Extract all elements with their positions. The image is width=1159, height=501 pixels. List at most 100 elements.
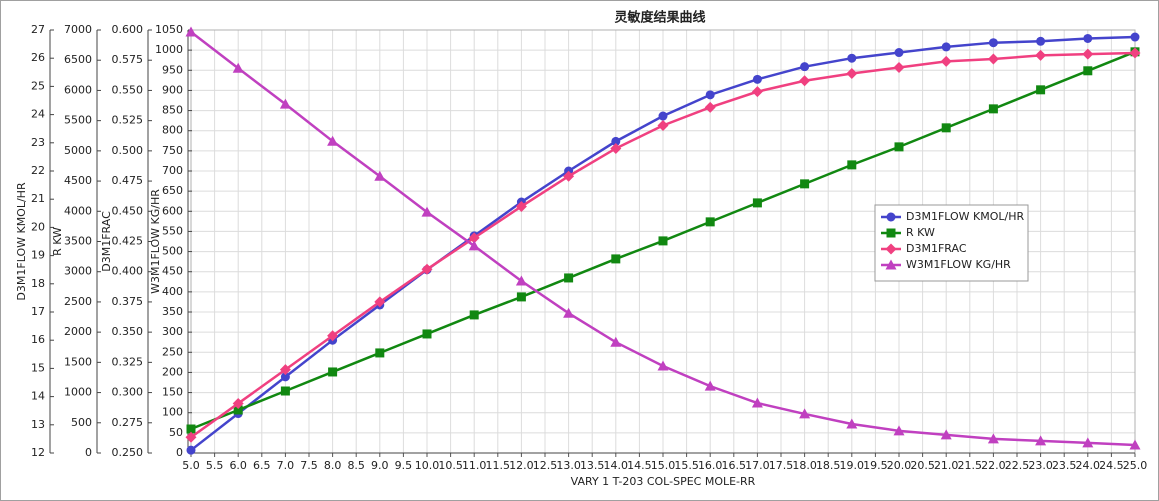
marker bbox=[232, 62, 244, 73]
marker bbox=[940, 55, 952, 67]
x-tick-label: 8.5 bbox=[347, 459, 365, 472]
y-tick-label: 300 bbox=[162, 325, 183, 338]
y-tick-label: 0.400 bbox=[112, 265, 144, 278]
x-tick-label: 9.0 bbox=[371, 459, 389, 472]
marker bbox=[846, 68, 858, 80]
x-tick-label: 7.5 bbox=[300, 459, 318, 472]
y-tick-label: 350 bbox=[162, 305, 183, 318]
y-tick-label: 50 bbox=[169, 426, 183, 439]
y-tick-label: 0.275 bbox=[112, 416, 144, 429]
x-tick-label: 11.5 bbox=[486, 459, 511, 472]
marker bbox=[468, 232, 480, 244]
marker bbox=[800, 62, 810, 72]
y-tick-label: 2500 bbox=[64, 295, 92, 308]
marker bbox=[988, 104, 998, 114]
y-tick-label: 0.500 bbox=[112, 144, 144, 157]
x-tick-label: 11.0 bbox=[462, 459, 487, 472]
marker bbox=[894, 48, 904, 58]
legend-label: W3M1FLOW KG/HR bbox=[906, 258, 1011, 271]
y-tick-label: 950 bbox=[162, 63, 183, 76]
marker bbox=[1082, 48, 1094, 60]
y-tick-label: 0.350 bbox=[112, 325, 144, 338]
y-tick-label: 26 bbox=[31, 51, 45, 64]
marker bbox=[1082, 437, 1094, 448]
y-tick-label: 900 bbox=[162, 83, 183, 96]
marker bbox=[799, 75, 811, 87]
y-tick-label: 12 bbox=[31, 446, 45, 459]
marker bbox=[328, 367, 338, 377]
marker bbox=[375, 348, 385, 358]
marker bbox=[468, 240, 480, 251]
y-tick-label: 22 bbox=[31, 164, 45, 177]
x-tick-label: 23.0 bbox=[1028, 459, 1053, 472]
x-tick-label: 21.5 bbox=[958, 459, 983, 472]
marker bbox=[894, 142, 904, 152]
y-tick-label: 1500 bbox=[64, 355, 92, 368]
marker bbox=[564, 273, 574, 283]
y-tick-label: 3500 bbox=[64, 235, 92, 248]
x-tick-label: 6.5 bbox=[253, 459, 271, 472]
y-axis-title: D3M1FLOW KMOL/HR bbox=[15, 182, 28, 301]
marker bbox=[658, 236, 668, 246]
y-tick-label: 5000 bbox=[64, 144, 92, 157]
marker bbox=[186, 424, 196, 434]
marker bbox=[610, 142, 622, 154]
marker bbox=[374, 170, 386, 181]
marker bbox=[941, 42, 951, 52]
marker bbox=[846, 418, 858, 429]
chart-title: 灵敏度结果曲线 bbox=[614, 10, 705, 26]
marker bbox=[186, 445, 196, 455]
marker bbox=[516, 292, 526, 302]
marker bbox=[1129, 439, 1141, 450]
y-tick-label: 27 bbox=[31, 23, 45, 36]
x-tick-label: 22.5 bbox=[1005, 459, 1030, 472]
y-axis-title: W3M1FLOW KG/HR bbox=[149, 189, 162, 294]
marker bbox=[1129, 47, 1141, 59]
x-tick-label: 18.5 bbox=[816, 459, 841, 472]
marker bbox=[657, 119, 669, 131]
marker bbox=[886, 228, 896, 238]
marker bbox=[987, 433, 999, 444]
y-tick-label: 400 bbox=[162, 285, 183, 298]
marker bbox=[885, 243, 897, 255]
y-tick-label: 150 bbox=[162, 386, 183, 399]
marker bbox=[893, 425, 905, 436]
legend-label: D3M1FLOW KMOL/HR bbox=[906, 210, 1025, 223]
marker bbox=[1036, 36, 1046, 46]
marker bbox=[705, 217, 715, 227]
y-tick-label: 800 bbox=[162, 124, 183, 137]
x-tick-label: 20.5 bbox=[910, 459, 935, 472]
y-tick-label: 14 bbox=[31, 390, 45, 403]
x-tick-label: 13.5 bbox=[580, 459, 605, 472]
marker bbox=[987, 53, 999, 65]
marker bbox=[611, 254, 621, 264]
x-tick-label: 6.0 bbox=[229, 459, 247, 472]
marker bbox=[893, 61, 905, 73]
marker bbox=[422, 329, 432, 339]
x-axis-title: VARY 1 T-203 COL-SPEC MOLE-RR bbox=[571, 475, 756, 488]
x-tick-label: 12.5 bbox=[533, 459, 558, 472]
y-tick-label: 4500 bbox=[64, 174, 92, 187]
y-tick-label: 0.475 bbox=[112, 174, 144, 187]
x-tick-label: 14.5 bbox=[627, 459, 652, 472]
y-tick-label: 6500 bbox=[64, 53, 92, 66]
marker bbox=[280, 386, 290, 396]
y-tick-label: 450 bbox=[162, 265, 183, 278]
y-tick-label: 550 bbox=[162, 224, 183, 237]
x-tick-label: 7.0 bbox=[277, 459, 295, 472]
y-tick-label: 7000 bbox=[64, 23, 92, 36]
marker bbox=[611, 136, 621, 146]
y-tick-label: 0.375 bbox=[112, 295, 144, 308]
y-tick-label: 4000 bbox=[64, 204, 92, 217]
marker bbox=[1035, 49, 1047, 61]
legend-label: D3M1FRAC bbox=[906, 242, 967, 255]
x-tick-label: 17.5 bbox=[769, 459, 794, 472]
marker bbox=[374, 296, 386, 308]
marker bbox=[799, 408, 811, 419]
y-tick-label: 20 bbox=[31, 220, 45, 233]
y-tick-label: 0.550 bbox=[112, 83, 144, 96]
x-tick-label: 16.5 bbox=[722, 459, 747, 472]
y-tick-label: 0.575 bbox=[112, 53, 144, 66]
marker bbox=[515, 275, 527, 286]
